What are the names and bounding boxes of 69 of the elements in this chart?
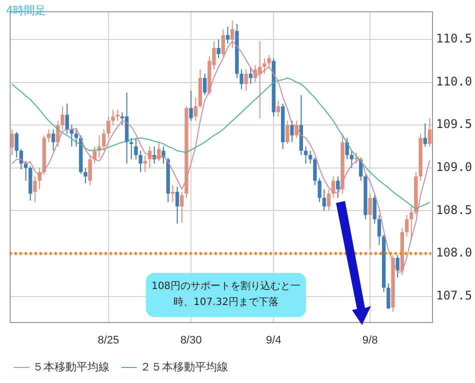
candlestick bbox=[377, 214, 382, 246]
candlestick bbox=[14, 131, 18, 158]
candlestick bbox=[267, 54, 271, 68]
x-tick-label: 8/30 bbox=[180, 334, 202, 347]
candlestick bbox=[290, 120, 294, 143]
candlestick bbox=[65, 103, 69, 134]
candlestick bbox=[143, 154, 147, 173]
candlestick bbox=[354, 152, 358, 164]
candlestick bbox=[102, 128, 106, 152]
candlestick bbox=[33, 176, 37, 203]
candlestick bbox=[46, 128, 51, 143]
candlestick bbox=[10, 128, 14, 156]
candlestick bbox=[202, 73, 207, 96]
x-tick-label: 9/4 bbox=[266, 334, 282, 347]
candlestick bbox=[51, 128, 56, 152]
candlestick bbox=[313, 157, 317, 186]
candlestick bbox=[326, 188, 331, 212]
y-tick-label: 109.0 bbox=[436, 160, 472, 174]
candlestick bbox=[84, 167, 88, 184]
candlestick bbox=[230, 20, 234, 49]
candlestick bbox=[404, 214, 409, 237]
candlestick bbox=[368, 193, 372, 250]
candlestick bbox=[130, 137, 134, 160]
candlestick bbox=[134, 137, 138, 160]
candlestick bbox=[345, 137, 349, 160]
candlestick bbox=[276, 100, 280, 118]
x-tick-label: 9/8 bbox=[362, 334, 378, 347]
candlestick bbox=[88, 154, 92, 186]
candlestick bbox=[286, 120, 290, 144]
candlestick bbox=[240, 68, 244, 90]
candlestick bbox=[194, 97, 198, 122]
candlestick bbox=[372, 194, 376, 224]
y-tick-label: 109.5 bbox=[436, 117, 472, 132]
candlestick bbox=[74, 128, 78, 147]
y-tick-label: 110.0 bbox=[436, 74, 472, 88]
annotation: 108円のサポートを割り込むと一時、107.32円まで下落 bbox=[146, 273, 306, 317]
x-tick-label: 8/25 bbox=[98, 334, 120, 347]
candlestick bbox=[248, 66, 253, 84]
candlestick bbox=[396, 254, 400, 278]
candlestick bbox=[221, 28, 225, 58]
candlestick bbox=[111, 109, 115, 126]
candlestick bbox=[116, 109, 120, 122]
candlestick bbox=[423, 122, 427, 147]
y-tick-label: 107.5 bbox=[436, 288, 472, 302]
candlestick bbox=[308, 150, 312, 164]
chart-title: 4時間足 bbox=[6, 3, 46, 18]
candlestick bbox=[24, 160, 28, 182]
candlestick bbox=[216, 38, 220, 59]
candlestick bbox=[322, 188, 326, 212]
candlestick bbox=[138, 150, 142, 173]
candlestick bbox=[106, 116, 110, 138]
candlestick bbox=[60, 106, 64, 130]
candlestick bbox=[410, 206, 414, 242]
candlestick bbox=[318, 178, 322, 203]
y-tick-label: 108.5 bbox=[436, 202, 472, 217]
legend-label: ２５本移動平均線 bbox=[140, 360, 228, 374]
candlestick bbox=[428, 118, 432, 147]
candlestick bbox=[350, 150, 354, 168]
candlestick bbox=[386, 282, 390, 310]
candlestick bbox=[262, 58, 266, 74]
candlestick bbox=[180, 191, 184, 224]
candlestick bbox=[175, 186, 180, 224]
candlestick bbox=[226, 26, 230, 44]
y-tick-label: 108.0 bbox=[436, 246, 472, 260]
candlestick bbox=[336, 176, 340, 198]
candlestick bbox=[244, 68, 248, 92]
legend-label: ５本移動平均線 bbox=[32, 360, 110, 374]
candlestick bbox=[189, 90, 193, 122]
y-tick-label: 110.5 bbox=[436, 32, 472, 46]
